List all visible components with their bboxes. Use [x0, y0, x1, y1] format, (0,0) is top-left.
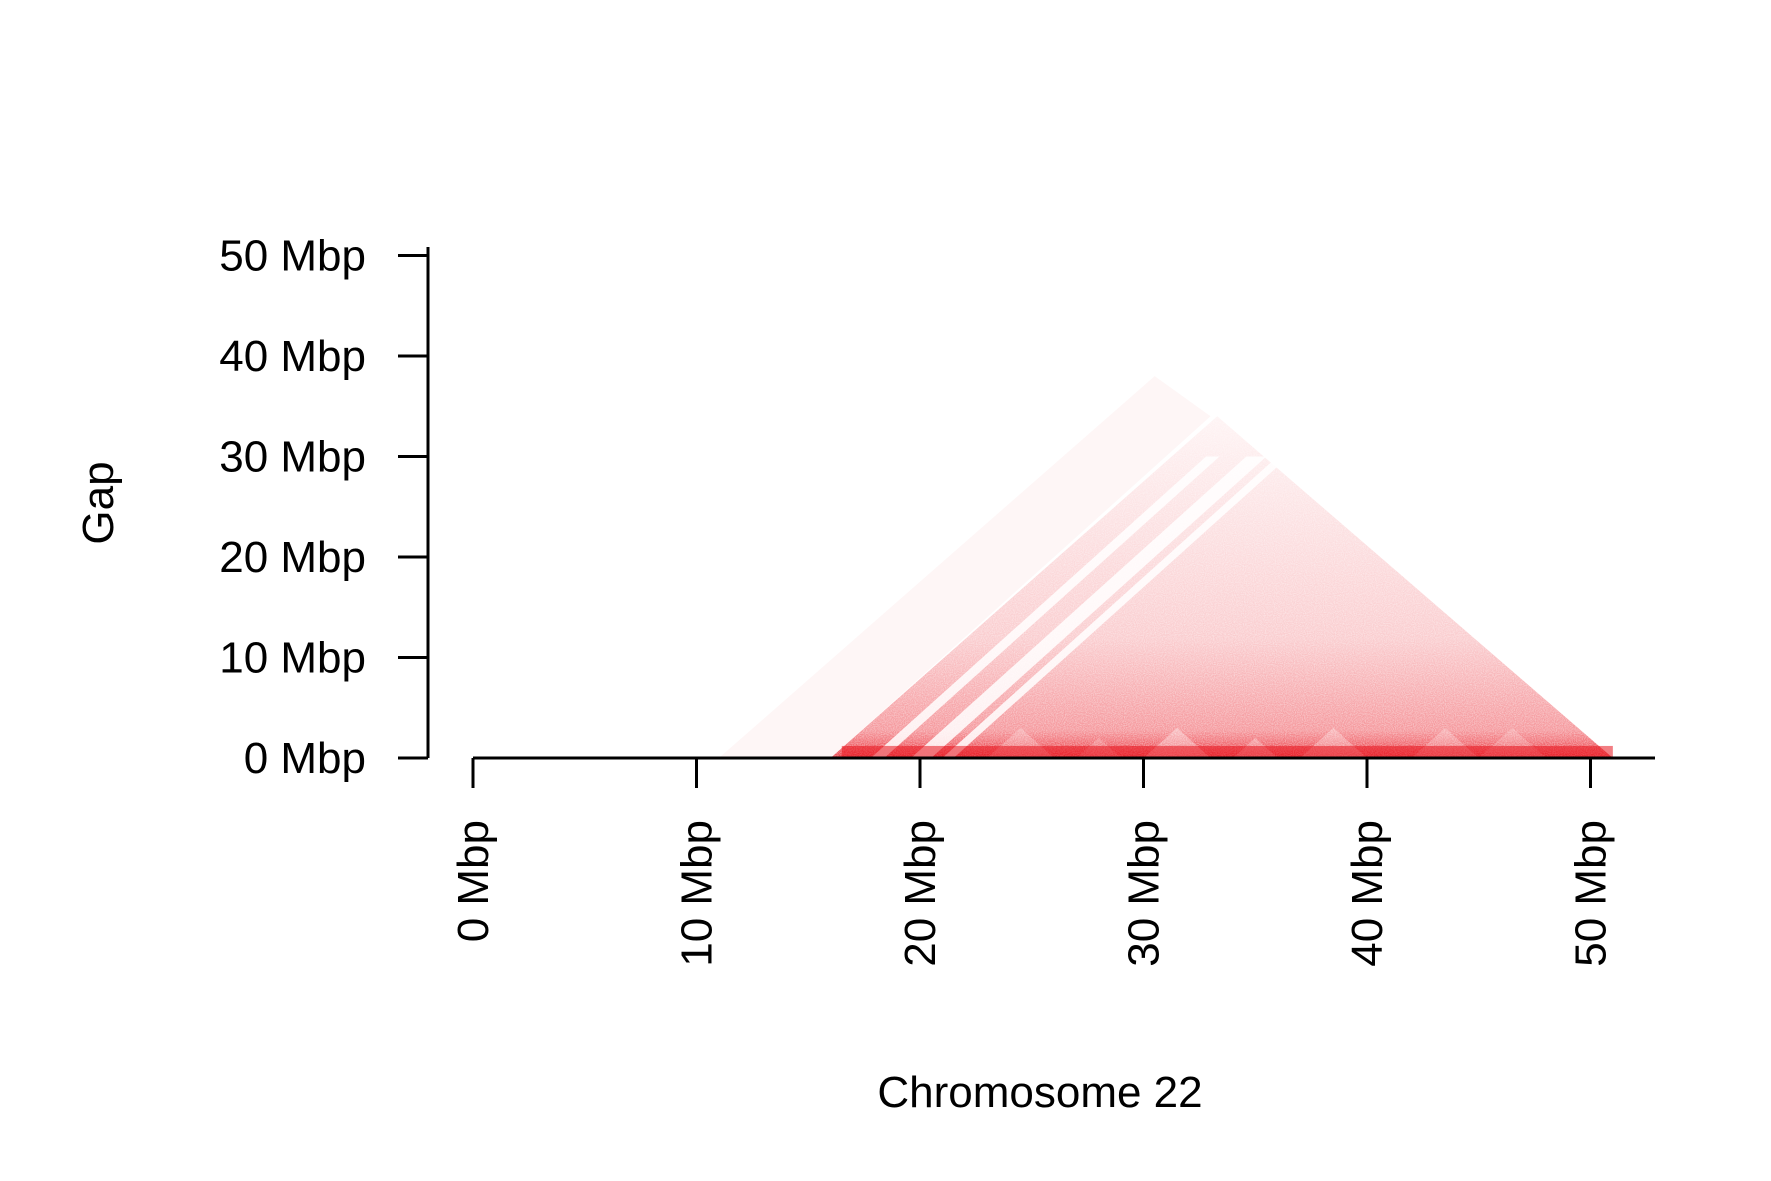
heatmap-diagonal-band	[841, 745, 1613, 758]
y-tick-label: 50 Mbp	[219, 232, 366, 281]
heatmap-stripe	[911, 456, 1267, 758]
x-axis-ticks: 0 Mbp 10 Mbp 20 Mbp 30 Mbp 40 Mbp 50 Mbp	[449, 758, 1616, 967]
x-tick-label: 40 Mbp	[1343, 820, 1392, 967]
x-tick-label: 50 Mbp	[1567, 820, 1616, 967]
x-tick-label: 30 Mbp	[1120, 820, 1169, 967]
y-axis-ticks: 0 Mbp 10 Mbp 20 Mbp 30 Mbp 40 Mbp 50 Mbp	[219, 232, 428, 783]
x-axis-title: Chromosome 22	[877, 1068, 1202, 1117]
y-axis-title: Gap	[74, 461, 123, 544]
y-tick-label: 20 Mbp	[219, 533, 366, 582]
heatmap-area	[718, 376, 1613, 762]
heatmap-sparse-region	[718, 376, 1211, 758]
y-tick-label: 0 Mbp	[244, 734, 366, 783]
y-tick-label: 30 Mbp	[219, 433, 366, 482]
x-tick-label: 10 Mbp	[673, 820, 722, 967]
x-tick-label: 0 Mbp	[449, 820, 498, 942]
x-tick-label: 20 Mbp	[896, 820, 945, 967]
y-tick-label: 10 Mbp	[219, 634, 366, 683]
y-tick-label: 40 Mbp	[219, 332, 366, 381]
heatmap-stripe	[942, 456, 1289, 758]
heatmap-stripe	[870, 456, 1220, 758]
